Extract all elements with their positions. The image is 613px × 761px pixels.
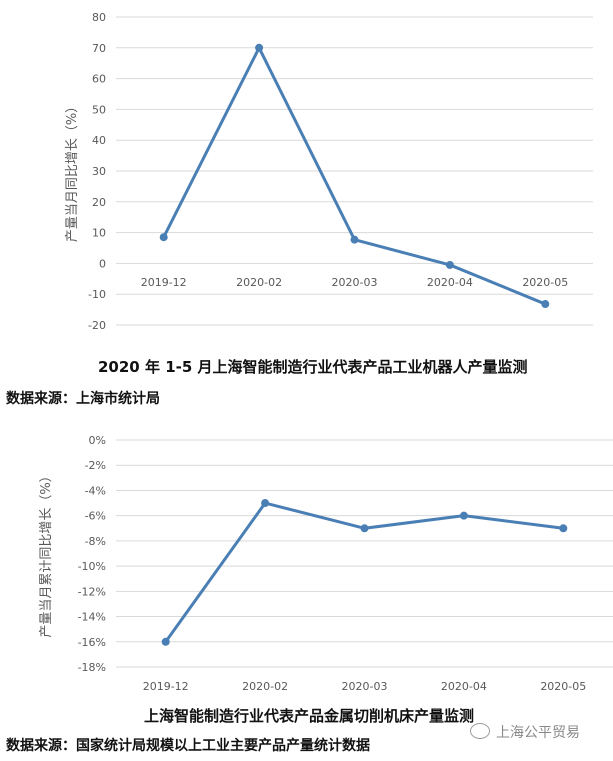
chart2-ytick-label: -8% [85, 535, 106, 548]
chart2-ytick-label: -2% [85, 459, 106, 472]
chart1-ytick-label: 0 [99, 257, 106, 270]
chart2-source: 数据来源：国家统计局规模以上工业主要产品产量统计数据 [6, 738, 370, 754]
chart1-source: 数据来源：上海市统计局 [6, 391, 160, 407]
chart2-xtick-label: 2020-03 [342, 680, 388, 693]
chart2-ytick-label: 0% [89, 434, 106, 447]
chart1-ytick-label: 70 [92, 42, 106, 55]
chart1-data-point [541, 300, 550, 309]
chart1-ytick-label: 40 [92, 134, 106, 147]
chart1-ytick-label: 80 [92, 11, 106, 24]
chart1-xtick-label: 2020-03 [332, 276, 378, 289]
chart2-ytick-label: -6% [85, 510, 106, 523]
chart2-ytick-label: -16% [78, 636, 106, 649]
chart1-data-point [159, 233, 168, 242]
chart2-ytick-label: -10% [78, 560, 106, 573]
chart1-ytick-label: 50 [92, 103, 106, 116]
chart1-ytick-label: 10 [92, 227, 106, 240]
chart1-xtick-label: 2019-12 [141, 276, 187, 289]
chart1-xtick-label: 2020-02 [236, 276, 282, 289]
chart2-ytick-label: -18% [78, 661, 106, 674]
chart-industrial-robot: 80 70 60 50 40 30 20 10 0 -10 -20 2019-12 2020-02 202… [65, 11, 593, 332]
chart1-ytick-label: 60 [92, 73, 106, 86]
chart2-data-point [360, 524, 369, 533]
chart2-title: 上海智能制造行业代表产品金属切削机床产量监测 [144, 707, 475, 725]
chart1-ytick-label: 30 [92, 165, 106, 178]
chart2-ylabel: 产量当月累计同比增长（%） [39, 469, 54, 637]
chart2-ytick-label: -14% [78, 611, 106, 624]
chart2-data-point [161, 637, 170, 646]
watermark: 上海公平贸易 [470, 722, 580, 742]
chart2-xtick-label: 2020-04 [441, 680, 487, 693]
chart1-ytick-label: -10 [88, 288, 106, 301]
chart1-ytick-label: -20 [88, 319, 106, 332]
chart2-data-point [261, 499, 270, 508]
chart1-data-point [350, 235, 359, 244]
chart1-xtick-label: 2020-04 [427, 276, 473, 289]
chart2-xtick-label: 2020-02 [242, 680, 288, 693]
chart1-ytick-label: 20 [92, 196, 106, 209]
chart1-ylabel: 产量当月同比增长（%） [65, 100, 80, 242]
chart1-data-point [255, 43, 264, 52]
chart1-data-point [445, 260, 454, 269]
chart2-ytick-label: -12% [78, 585, 106, 598]
chart1-xtick-label: 2020-05 [522, 276, 568, 289]
watermark-text: 上海公平贸易 [496, 725, 580, 741]
chart2-series-line [164, 501, 564, 643]
chart2-data-point [559, 524, 568, 533]
chart2-xtick-label: 2020-05 [540, 680, 586, 693]
chart2-ytick-label: -4% [85, 484, 106, 497]
chart2-data-point [459, 511, 468, 520]
chart1-title: 2020 年 1-5 月上海智能制造行业代表产品工业机器人产量监测 [98, 358, 528, 376]
wechat-icon [470, 723, 490, 739]
chart2-xtick-label: 2019-12 [143, 680, 189, 693]
